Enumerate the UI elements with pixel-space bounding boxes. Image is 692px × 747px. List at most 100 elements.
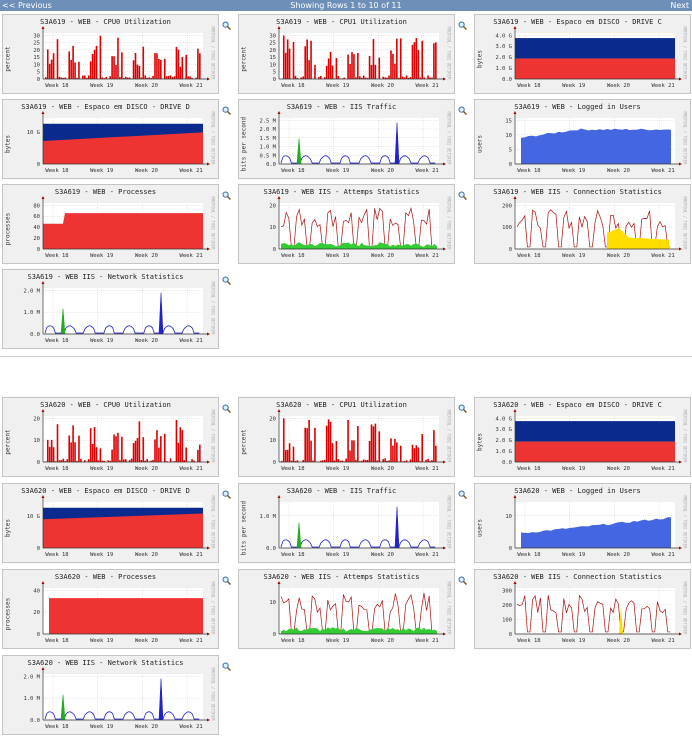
y-tick-label: 25 <box>33 41 40 47</box>
cpu-bar <box>101 460 104 462</box>
graph-panel[interactable]: S3A619 - WEB - CPU0 Utilization percent RR… <box>2 14 219 94</box>
free-space-area <box>515 421 675 442</box>
graph-title: S3A619 - WEB - Logged in Users <box>514 103 641 111</box>
y-axis-arrow <box>513 581 517 584</box>
y-tick-label: 10 <box>33 62 40 68</box>
x-tick-label: Week 21 <box>180 253 203 259</box>
cpu-bar <box>302 76 305 79</box>
cpu-bar <box>70 442 72 462</box>
zoom-icon[interactable] <box>458 15 468 31</box>
cpu-bar <box>62 458 65 462</box>
cpu-bar <box>84 75 86 79</box>
graph-panel[interactable]: S3A619 - WEB IIS - Connection Statistics… <box>474 184 691 264</box>
y-tick-label: 10 G <box>27 130 40 136</box>
y-tick-label: 0 <box>273 247 276 253</box>
graph-panel[interactable]: S3A620 - WEB IIS - Network Statistics RRD… <box>2 655 219 735</box>
zoom-icon[interactable] <box>222 570 232 586</box>
x-axis-arrow <box>679 162 682 166</box>
graph-title: S3A620 - WEB IIS - Connection Statistics <box>493 573 662 581</box>
zoom-icon[interactable] <box>222 484 232 500</box>
graph-panel[interactable]: S3A620 - WEB IIS - Connection Statistics… <box>474 569 691 649</box>
cpu-bar <box>296 460 299 462</box>
graph-panel[interactable]: S3A619 - WEB - Espaco em DISCO - DRIVE C… <box>474 14 691 94</box>
cpu-bar <box>394 63 396 79</box>
graph-panel[interactable]: S3A619 - WEB IIS - Attemps Statistics RRD… <box>238 184 455 264</box>
graph-panel[interactable]: S3A620 - WEB - CPU0 Utilization percent RR… <box>2 397 219 477</box>
previous-link[interactable]: << Previous <box>2 1 52 10</box>
graph-title: S3A620 - WEB - Espaco em DISCO - DRIVE C <box>493 401 662 409</box>
graph-panel[interactable]: S3A619 - WEB - Espaco em DISCO - DRIVE D… <box>2 99 219 179</box>
y-tick-label: 200 <box>502 203 512 209</box>
x-tick-label: Week 21 <box>180 724 203 730</box>
zoom-icon[interactable] <box>458 185 468 201</box>
cpu-bar <box>173 76 176 79</box>
zoom-icon[interactable] <box>458 570 468 586</box>
next-link[interactable]: Next <box>670 1 689 10</box>
cpu-bar <box>321 460 324 462</box>
cpu-bar <box>68 51 70 79</box>
graph-panel[interactable]: S3A619 - WEB - CPU1 Utilization percent RR… <box>238 14 455 94</box>
x-tick-label: Week 20 <box>607 168 630 174</box>
zoom-icon[interactable] <box>222 270 232 286</box>
zoom-icon[interactable] <box>222 100 232 116</box>
y-tick-label: 20 <box>269 416 276 422</box>
graph-panel[interactable]: S3A619 - WEB - Logged in Users users RRDTO… <box>474 99 691 179</box>
cpu-bar <box>357 426 359 462</box>
cpu-bar <box>429 77 431 79</box>
x-tick-label: Week 20 <box>135 466 158 472</box>
y-tick-label: 15 <box>33 55 40 61</box>
y-tick-label: 40 <box>33 588 40 594</box>
graph-canvas: 0 10 G Week 18 Week 19 Week 20 Week 21 <box>27 495 210 558</box>
cpu-bar <box>374 423 377 462</box>
zoom-icon[interactable] <box>222 15 232 31</box>
x-tick-label: Week 18 <box>517 83 540 89</box>
graph-panel[interactable]: S3A619 - WEB - IIS Traffic bits per secon… <box>238 99 455 179</box>
x-tick-label: Week 19 <box>562 253 585 259</box>
y-tick-label: 0 <box>509 546 512 552</box>
x-tick-label: Week 18 <box>517 552 540 558</box>
cpu-bar <box>56 39 59 79</box>
x-tick-label: Week 19 <box>326 253 349 259</box>
cpu-bar <box>62 77 65 79</box>
x-tick-label: Week 19 <box>90 253 113 259</box>
cpu-bar <box>294 75 297 79</box>
cpu-bar <box>85 77 88 79</box>
cpu-bar <box>111 56 113 79</box>
graph-panel[interactable]: S3A619 - WEB IIS - Network Statistics RRD… <box>2 269 219 349</box>
graph-panel[interactable]: S3A620 - WEB - CPU1 Utilization percent RR… <box>238 397 455 477</box>
zoom-icon[interactable] <box>222 656 232 672</box>
zoom-icon[interactable] <box>458 100 468 116</box>
zoom-icon[interactable] <box>458 398 468 414</box>
y-tick-label: 5 <box>509 147 512 153</box>
graph-title: S3A620 - WEB - IIS Traffic <box>286 487 397 495</box>
cpu-bar <box>78 61 80 79</box>
cpu-bar <box>134 52 137 79</box>
cpu-bar <box>357 52 359 79</box>
cpu-bar <box>429 461 431 462</box>
pagination-bar: << Previous Showing Rows 1 to 10 of 11 N… <box>0 0 692 11</box>
graph-panel[interactable]: S3A619 - WEB - Processes processes RRDTOOL… <box>2 184 219 264</box>
zoom-icon[interactable] <box>222 185 232 201</box>
graph-panel[interactable]: S3A620 - WEB - Logged in Users users RRDTO… <box>474 483 691 563</box>
zoom-icon[interactable] <box>222 398 232 414</box>
graph-panel[interactable]: S3A620 - WEB IIS - Attemps Statistics RRD… <box>238 569 455 649</box>
cpu-bar <box>130 458 133 462</box>
graph-title: S3A619 - WEB IIS - Attemps Statistics <box>263 188 420 196</box>
cpu-bar <box>60 77 63 79</box>
graph-panel[interactable]: S3A620 - WEB - Espaco em DISCO - DRIVE C… <box>474 397 691 477</box>
graph-panel[interactable]: S3A620 - WEB - IIS Traffic bits per secon… <box>238 483 455 563</box>
used-space-area <box>515 58 675 79</box>
x-tick-label: Week 20 <box>371 83 394 89</box>
graph-panel[interactable]: S3A620 - WEB - Processes processes RRDTOOL… <box>2 569 219 649</box>
cpu-bar <box>48 446 51 462</box>
x-tick-label: Week 21 <box>416 253 439 259</box>
cpu-bar <box>46 439 49 462</box>
cpu-bar <box>323 77 326 79</box>
cpu-bar <box>60 460 63 462</box>
y-tick-label: 100 <box>502 225 512 231</box>
y-tick-label: 0.5 M <box>259 153 276 159</box>
graph-panel[interactable]: S3A620 - WEB - Espaco em DISCO - DRIVE D… <box>2 483 219 563</box>
traffic-spike <box>296 522 302 549</box>
cpu-bar <box>411 444 414 462</box>
zoom-icon[interactable] <box>458 484 468 500</box>
